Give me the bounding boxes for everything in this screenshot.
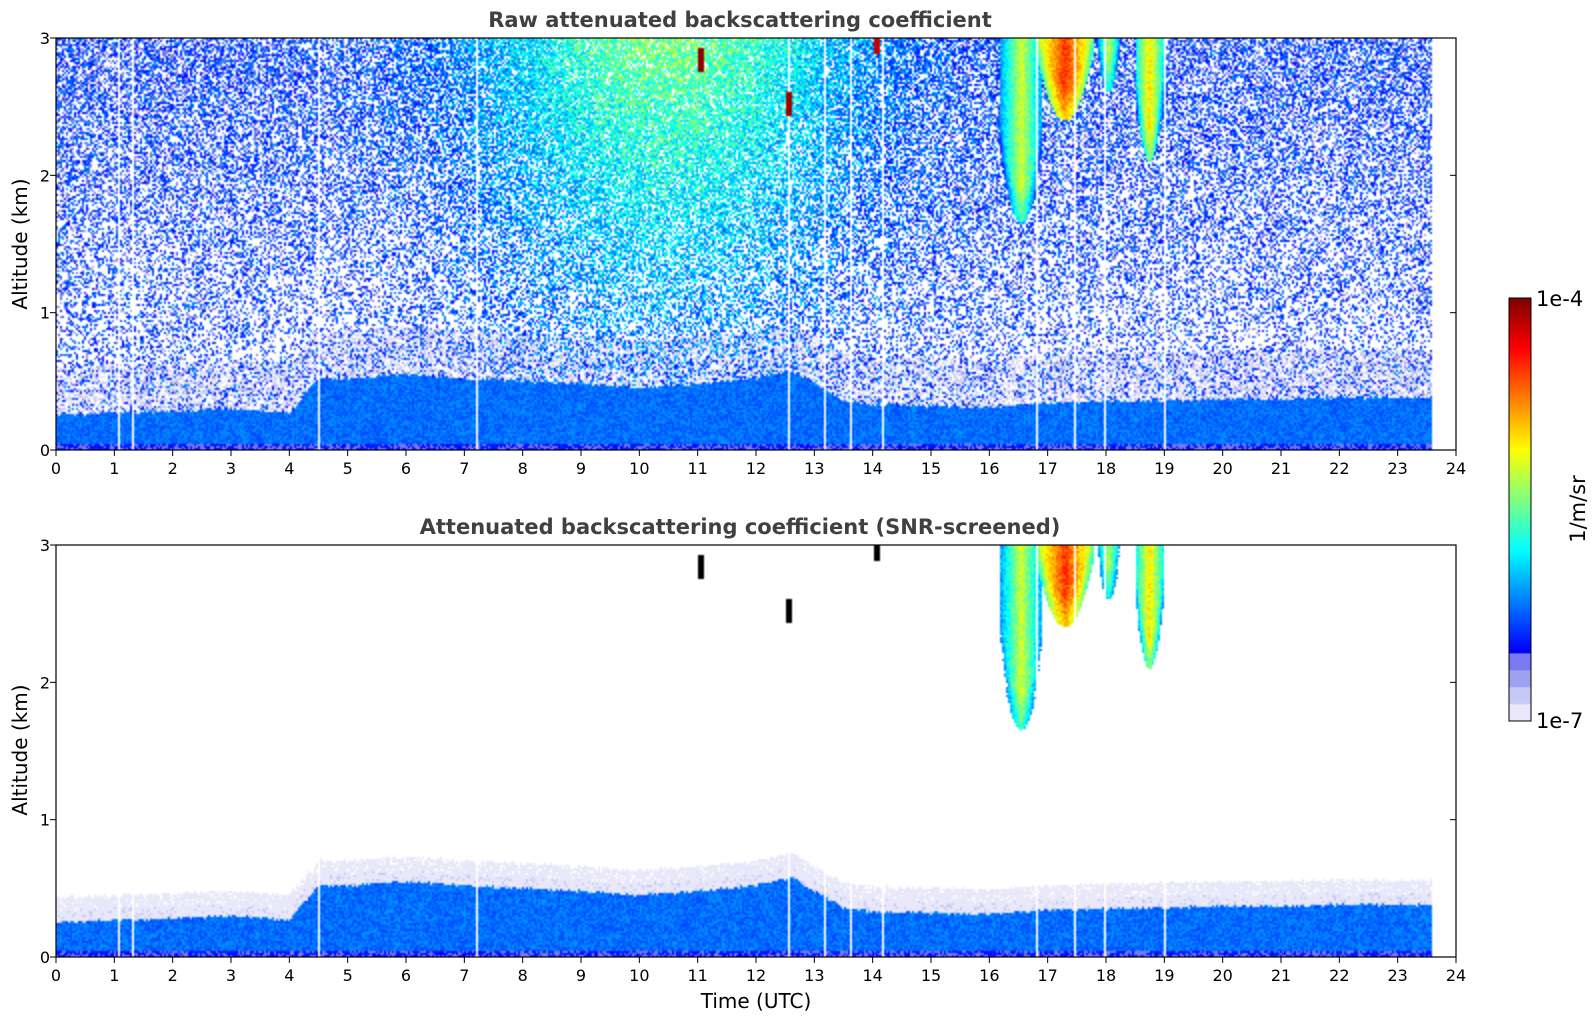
bottom-x-axis: 0 1 2 3 4 5 6 7 8 9 10 11 12 13 14 15 16 17 18 19 20 21 22 23 24 (51, 957, 1466, 985)
colorbar-gradient (1509, 298, 1531, 721)
bottom-x-axis-label: Time (UTC) (700, 989, 812, 1013)
x-tick-label: 23 (1387, 966, 1407, 985)
x-tick-label: 21 (1271, 459, 1291, 478)
x-tick-label: 1 (109, 966, 119, 985)
x-tick-label: 19 (1154, 966, 1174, 985)
x-tick-label: 1 (109, 459, 119, 478)
x-tick-label: 4 (284, 459, 294, 478)
bottom-panel: Attenuated backscattering coefficient (S… (8, 515, 1466, 1013)
x-tick-label: 16 (979, 966, 999, 985)
x-tick-label: 16 (979, 459, 999, 478)
x-tick-label: 13 (804, 459, 824, 478)
top-panel-title: Raw attenuated backscattering coefficien… (488, 8, 992, 32)
x-tick-label: 10 (629, 459, 649, 478)
x-tick-label: 2 (168, 459, 178, 478)
x-tick-label: 8 (518, 459, 528, 478)
y-tick-label: 0 (40, 441, 50, 460)
x-tick-label: 2 (168, 966, 178, 985)
x-tick-label: 7 (459, 459, 469, 478)
x-tick-label: 18 (1096, 966, 1116, 985)
colorbar-max-label: 1e-4 (1536, 287, 1583, 311)
x-tick-label: 22 (1329, 966, 1349, 985)
x-tick-label: 13 (804, 966, 824, 985)
colorbar-frame (1508, 297, 1532, 722)
bottom-y-axis: 0 1 2 3 (40, 536, 1456, 967)
x-tick-label: 3 (226, 459, 236, 478)
x-tick-label: 0 (51, 459, 61, 478)
y-tick-label: 3 (40, 29, 50, 48)
y-tick-label: 3 (40, 536, 50, 555)
x-tick-label: 4 (284, 966, 294, 985)
x-tick-label: 5 (343, 966, 353, 985)
x-tick-label: 9 (576, 966, 586, 985)
top-heatmap (56, 38, 1456, 450)
x-tick-label: 3 (226, 966, 236, 985)
x-tick-label: 5 (343, 459, 353, 478)
x-tick-label: 15 (921, 966, 941, 985)
colorbar: 1e-4 1e-7 1/m/sr (1508, 287, 1590, 733)
y-tick-label: 0 (40, 948, 50, 967)
x-tick-label: 12 (746, 966, 766, 985)
x-tick-label: 6 (401, 459, 411, 478)
x-tick-label: 24 (1446, 966, 1466, 985)
x-tick-label: 19 (1154, 459, 1174, 478)
x-tick-label: 24 (1446, 459, 1466, 478)
x-tick-label: 8 (518, 966, 528, 985)
x-tick-label: 17 (1037, 459, 1057, 478)
bottom-panel-title: Attenuated backscattering coefficient (S… (420, 515, 1061, 539)
x-tick-label: 20 (1212, 459, 1232, 478)
y-tick-label: 1 (40, 304, 50, 323)
x-tick-label: 6 (401, 966, 411, 985)
x-tick-label: 20 (1212, 966, 1232, 985)
x-tick-label: 11 (687, 966, 707, 985)
x-tick-label: 15 (921, 459, 941, 478)
colorbar-min-label: 1e-7 (1536, 709, 1583, 733)
x-tick-label: 21 (1271, 966, 1291, 985)
x-tick-label: 12 (746, 459, 766, 478)
top-y-axis-label: Altitude (km) (8, 178, 32, 309)
y-tick-label: 1 (40, 811, 50, 830)
x-tick-label: 14 (862, 966, 882, 985)
x-tick-label: 17 (1037, 966, 1057, 985)
x-tick-label: 18 (1096, 459, 1116, 478)
x-tick-label: 9 (576, 459, 586, 478)
x-tick-label: 22 (1329, 459, 1349, 478)
top-x-axis: 0 1 2 3 4 5 6 7 8 9 10 11 12 13 14 15 16 17 18 19 20 21 22 23 24 (51, 450, 1466, 478)
x-tick-label: 14 (862, 459, 882, 478)
bottom-heatmap (56, 545, 1456, 957)
top-panel: Raw attenuated backscattering coefficien… (8, 8, 1466, 478)
x-tick-label: 10 (629, 966, 649, 985)
x-tick-label: 11 (687, 459, 707, 478)
x-tick-label: 7 (459, 966, 469, 985)
y-tick-label: 2 (40, 673, 50, 692)
x-tick-label: 0 (51, 966, 61, 985)
x-tick-label: 23 (1387, 459, 1407, 478)
top-y-axis: 0 1 2 3 (40, 29, 1456, 460)
bottom-y-axis-label: Altitude (km) (8, 684, 32, 815)
y-tick-label: 2 (40, 166, 50, 185)
colorbar-unit-label: 1/m/sr (1566, 475, 1590, 543)
